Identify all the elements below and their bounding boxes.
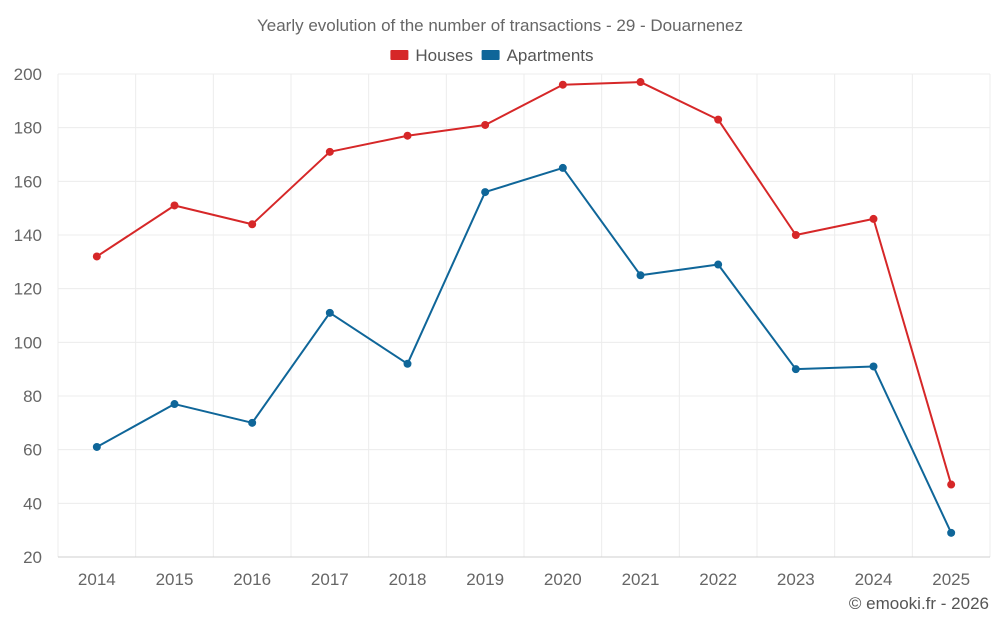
data-point-houses[interactable] bbox=[92, 252, 101, 261]
x-tick-label: 2025 bbox=[932, 570, 970, 589]
x-tick-label: 2022 bbox=[699, 570, 737, 589]
series-line-houses bbox=[96, 81, 953, 485]
data-point-apartments[interactable] bbox=[791, 365, 800, 374]
x-tick-label: 2020 bbox=[544, 570, 582, 589]
legend-label: Apartments bbox=[507, 46, 594, 65]
data-point-houses[interactable] bbox=[947, 480, 956, 489]
y-tick-label: 200 bbox=[14, 65, 42, 84]
y-tick-label: 80 bbox=[23, 387, 42, 406]
x-gridlines bbox=[57, 74, 991, 557]
x-tick-label: 2016 bbox=[233, 570, 271, 589]
data-point-apartments[interactable] bbox=[636, 271, 645, 280]
legend-label: Houses bbox=[415, 46, 473, 65]
y-tick-label: 100 bbox=[14, 333, 42, 352]
data-point-houses[interactable] bbox=[481, 120, 490, 129]
data-point-houses[interactable] bbox=[714, 115, 723, 124]
data-point-houses[interactable] bbox=[170, 201, 179, 210]
y-tick-label: 60 bbox=[23, 441, 42, 460]
data-point-houses[interactable] bbox=[248, 220, 257, 229]
chart-title: Yearly evolution of the number of transa… bbox=[257, 16, 743, 35]
data-point-houses[interactable] bbox=[791, 231, 800, 239]
x-tick-label: 2014 bbox=[78, 570, 116, 589]
y-tick-label: 160 bbox=[14, 172, 42, 191]
series-apartments bbox=[92, 163, 956, 537]
data-point-houses[interactable] bbox=[636, 78, 645, 87]
data-point-apartments[interactable] bbox=[403, 359, 412, 368]
series-layer bbox=[92, 78, 956, 537]
x-tick-label: 2021 bbox=[622, 570, 660, 589]
y-tick-label: 140 bbox=[14, 226, 42, 245]
data-point-houses[interactable] bbox=[403, 131, 412, 140]
y-axis-tick-labels: 20 40 60 80 100 120 140 160 180 200 bbox=[14, 65, 42, 567]
series-line-apartments bbox=[96, 166, 953, 534]
legend-item-houses[interactable]: Houses bbox=[390, 46, 473, 65]
data-point-houses[interactable] bbox=[325, 147, 334, 156]
data-point-apartments[interactable] bbox=[170, 400, 179, 409]
x-tick-label: 2019 bbox=[466, 570, 504, 589]
x-tick-label: 2024 bbox=[855, 570, 893, 589]
x-tick-label: 2018 bbox=[389, 570, 427, 589]
credit-text: © emooki.fr - 2026 bbox=[849, 594, 989, 613]
data-point-houses[interactable] bbox=[869, 214, 878, 223]
data-point-apartments[interactable] bbox=[558, 163, 567, 172]
x-tick-label: 2015 bbox=[156, 570, 194, 589]
x-tick-label: 2023 bbox=[777, 570, 815, 589]
y-tick-label: 20 bbox=[23, 548, 42, 567]
data-point-houses[interactable] bbox=[558, 80, 567, 89]
legend-swatch bbox=[390, 50, 409, 60]
data-point-apartments[interactable] bbox=[248, 418, 257, 427]
data-point-apartments[interactable] bbox=[325, 308, 334, 317]
y-tick-label: 120 bbox=[14, 280, 42, 299]
data-point-apartments[interactable] bbox=[714, 260, 723, 269]
data-point-apartments[interactable] bbox=[92, 442, 101, 451]
legend: Houses Apartments bbox=[390, 46, 594, 65]
legend-item-apartments[interactable]: Apartments bbox=[481, 46, 594, 65]
y-tick-label: 180 bbox=[14, 119, 42, 138]
legend-swatch bbox=[481, 50, 500, 60]
series-houses bbox=[92, 78, 956, 489]
data-point-apartments[interactable] bbox=[481, 188, 490, 197]
data-point-apartments[interactable] bbox=[947, 528, 956, 537]
y-tick-label: 40 bbox=[23, 494, 42, 513]
data-point-apartments[interactable] bbox=[869, 362, 878, 371]
x-tick-label: 2017 bbox=[311, 570, 349, 589]
x-axis-tick-labels: 2014 2015 2016 2017 2018 2019 2020 2021 2022 2023… bbox=[78, 570, 970, 589]
